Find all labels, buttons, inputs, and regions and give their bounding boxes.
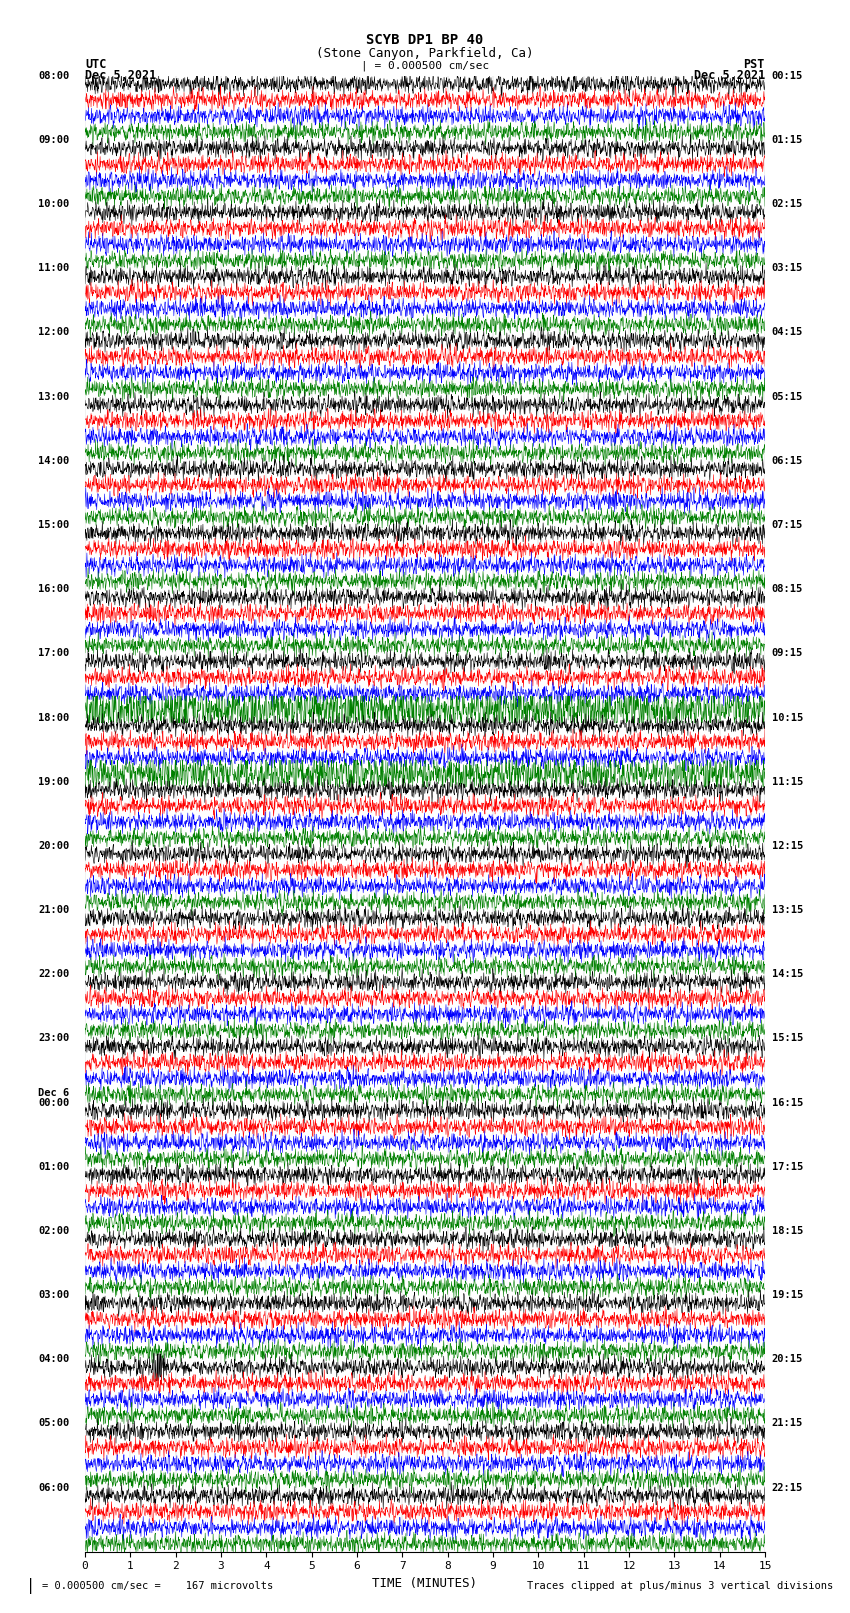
Text: 08:00: 08:00 [38, 71, 69, 81]
Text: 15:00: 15:00 [38, 519, 69, 531]
Text: 03:00: 03:00 [38, 1290, 69, 1300]
Text: 06:15: 06:15 [772, 456, 803, 466]
Text: 09:00: 09:00 [38, 135, 69, 145]
Text: = 0.000500 cm/sec =    167 microvolts: = 0.000500 cm/sec = 167 microvolts [42, 1581, 274, 1590]
Text: PST: PST [744, 58, 765, 71]
Text: 01:00: 01:00 [38, 1161, 69, 1171]
Text: 01:15: 01:15 [772, 135, 803, 145]
Text: 09:15: 09:15 [772, 648, 803, 658]
Text: 20:00: 20:00 [38, 840, 69, 850]
Text: 08:15: 08:15 [772, 584, 803, 594]
Text: 10:00: 10:00 [38, 198, 69, 210]
Text: (Stone Canyon, Parkfield, Ca): (Stone Canyon, Parkfield, Ca) [316, 47, 534, 60]
Text: 23:00: 23:00 [38, 1034, 69, 1044]
Text: SCYB DP1 BP 40: SCYB DP1 BP 40 [366, 34, 484, 47]
Text: 04:15: 04:15 [772, 327, 803, 337]
Text: 07:15: 07:15 [772, 519, 803, 531]
Text: 22:00: 22:00 [38, 969, 69, 979]
Text: 11:15: 11:15 [772, 777, 803, 787]
Text: 20:15: 20:15 [772, 1355, 803, 1365]
Text: 14:15: 14:15 [772, 969, 803, 979]
Text: Dec 5,2021: Dec 5,2021 [85, 69, 156, 82]
Text: |: | [26, 1578, 35, 1594]
Text: 18:15: 18:15 [772, 1226, 803, 1236]
Text: 00:15: 00:15 [772, 71, 803, 81]
Text: 02:15: 02:15 [772, 198, 803, 210]
Text: Dec 5,2021: Dec 5,2021 [694, 69, 765, 82]
Text: Traces clipped at plus/minus 3 vertical divisions: Traces clipped at plus/minus 3 vertical … [527, 1581, 833, 1590]
Text: 12:15: 12:15 [772, 840, 803, 850]
Text: 17:00: 17:00 [38, 648, 69, 658]
Text: 05:15: 05:15 [772, 392, 803, 402]
Text: 16:15: 16:15 [772, 1097, 803, 1108]
Text: Dec 6: Dec 6 [38, 1087, 69, 1098]
Text: 13:15: 13:15 [772, 905, 803, 915]
Text: 14:00: 14:00 [38, 456, 69, 466]
Text: 17:15: 17:15 [772, 1161, 803, 1171]
Text: 16:00: 16:00 [38, 584, 69, 594]
Text: UTC: UTC [85, 58, 106, 71]
Text: 13:00: 13:00 [38, 392, 69, 402]
Text: 19:00: 19:00 [38, 777, 69, 787]
Text: 06:00: 06:00 [38, 1482, 69, 1492]
Text: 21:00: 21:00 [38, 905, 69, 915]
Text: 15:15: 15:15 [772, 1034, 803, 1044]
Text: 21:15: 21:15 [772, 1418, 803, 1429]
Text: 00:00: 00:00 [38, 1097, 69, 1108]
Text: 03:15: 03:15 [772, 263, 803, 273]
Text: 02:00: 02:00 [38, 1226, 69, 1236]
X-axis label: TIME (MINUTES): TIME (MINUTES) [372, 1578, 478, 1590]
Text: 10:15: 10:15 [772, 713, 803, 723]
Text: 18:00: 18:00 [38, 713, 69, 723]
Text: 11:00: 11:00 [38, 263, 69, 273]
Text: 19:15: 19:15 [772, 1290, 803, 1300]
Text: 22:15: 22:15 [772, 1482, 803, 1492]
Text: 05:00: 05:00 [38, 1418, 69, 1429]
Text: 12:00: 12:00 [38, 327, 69, 337]
Text: | = 0.000500 cm/sec: | = 0.000500 cm/sec [361, 61, 489, 71]
Text: 04:00: 04:00 [38, 1355, 69, 1365]
